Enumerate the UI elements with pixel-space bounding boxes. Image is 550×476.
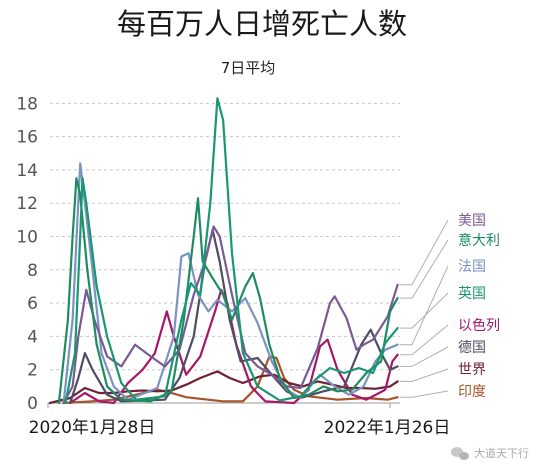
y-tick-label: 14 xyxy=(16,161,38,181)
legend-leader-line xyxy=(399,219,449,286)
chart-title: 每百万人日增死亡人数 xyxy=(117,7,407,41)
y-tick-label: 2 xyxy=(27,361,38,381)
legend-item: 以色列 xyxy=(458,317,500,334)
legend-leader-line xyxy=(399,346,449,367)
legend-item: 世界 xyxy=(458,362,486,378)
legend-leader-line xyxy=(399,368,449,382)
legend-item: 德国 xyxy=(458,340,486,356)
series-line-德国 xyxy=(69,228,399,405)
wechat-icon xyxy=(451,447,469,460)
legend-leader-line xyxy=(399,390,449,398)
y-tick-label: 16 xyxy=(16,128,38,148)
legend-leader-line xyxy=(399,239,449,299)
legend-item: 英国 xyxy=(458,285,486,302)
watermark-text: 大道天下行 xyxy=(474,446,529,460)
y-tick-label: 6 xyxy=(27,294,38,314)
watermark: 大道天下行 xyxy=(451,446,529,460)
x-axis-ticks: 2020年1月28日 2022年1月26日 xyxy=(29,403,451,438)
legend-item: 印度 xyxy=(458,384,486,400)
y-tick-label: 10 xyxy=(16,228,38,248)
legend-leader-line xyxy=(399,292,449,329)
series-line-美国 xyxy=(62,225,399,405)
x-tick-label: 2022年1月26日 xyxy=(324,418,451,438)
legend-leaders xyxy=(399,219,449,398)
y-tick-label: 4 xyxy=(27,327,38,347)
series-line-英国 xyxy=(64,97,399,405)
y-axis-ticks: 0 2 4 6 8 10 12 14 16 18 xyxy=(16,94,38,414)
y-tick-label: 0 xyxy=(27,394,38,414)
y-tick-label: 18 xyxy=(16,94,38,114)
chart-subtitle: 7日平均 xyxy=(221,59,276,77)
y-tick-label: 8 xyxy=(27,261,38,281)
y-tick-label: 12 xyxy=(16,194,38,214)
legend-item: 法国 xyxy=(458,259,486,275)
x-tick-label: 2020年1月28日 xyxy=(29,418,156,438)
legend-leader-line xyxy=(399,265,449,346)
legend-leader-line xyxy=(399,324,449,356)
series-line-印度 xyxy=(62,355,399,405)
series-line-意大利 xyxy=(57,177,399,405)
series-lines xyxy=(48,97,399,405)
legend-item: 美国 xyxy=(458,213,486,229)
legend-item: 意大利 xyxy=(458,232,500,249)
